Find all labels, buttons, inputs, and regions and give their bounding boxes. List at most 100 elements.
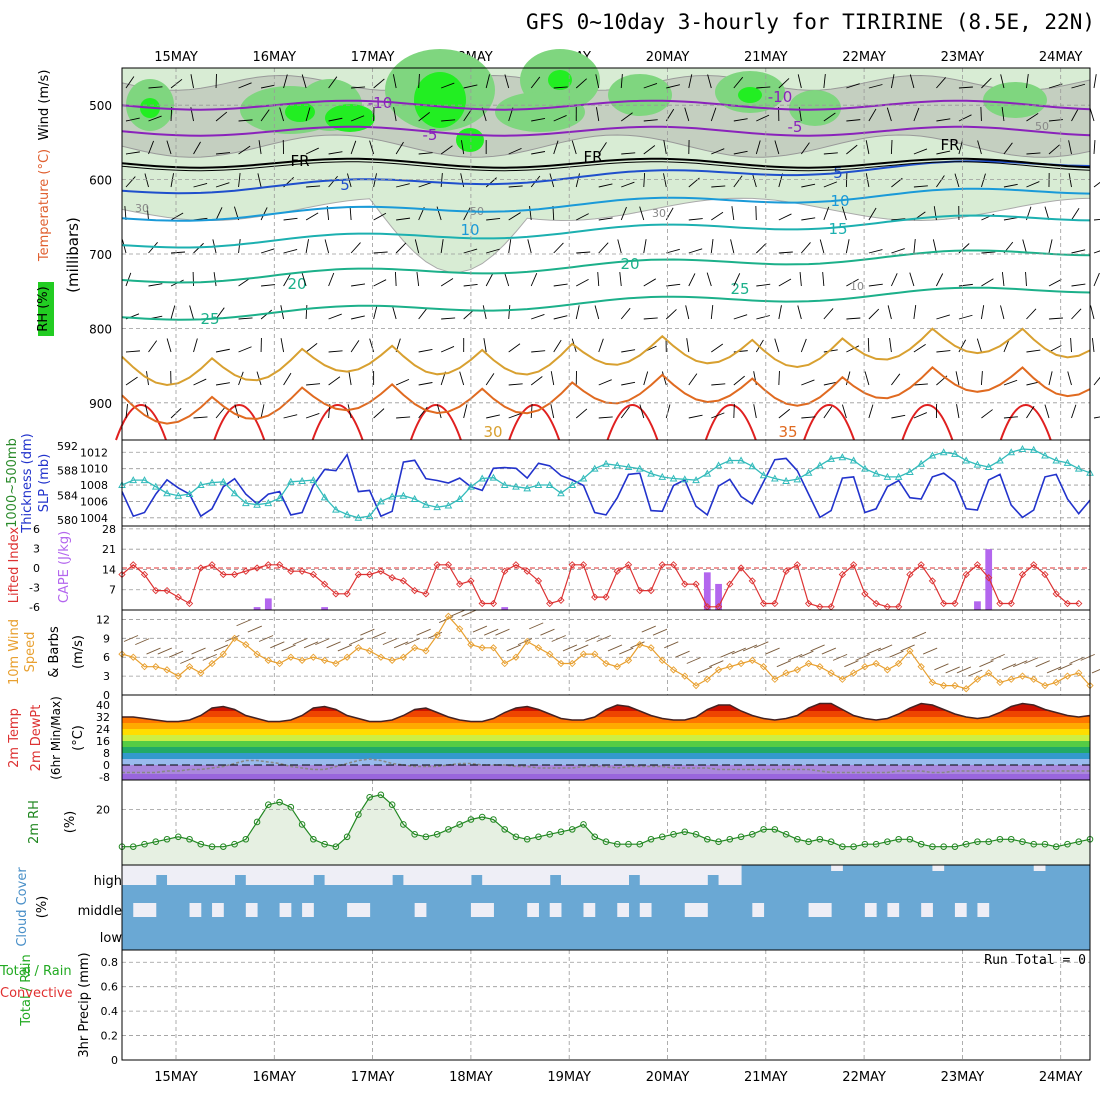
- slp-point: [658, 472, 667, 480]
- wind-barb: [643, 172, 646, 188]
- li-point: [1007, 599, 1015, 608]
- wind-barb: [936, 175, 945, 188]
- li-point: [309, 570, 317, 579]
- li-point: [985, 574, 993, 582]
- wind-barb: [1089, 107, 1095, 122]
- rh2m-area: [122, 794, 1090, 865]
- wind-barb: [663, 140, 667, 155]
- wind-barb: [170, 78, 183, 89]
- slp-point: [309, 476, 318, 484]
- cloud-clear-high: [673, 865, 686, 885]
- wind-barb: [733, 150, 748, 155]
- wind-barb: [396, 183, 410, 188]
- thickness-tick: 592: [57, 440, 78, 453]
- wind-barb: [981, 278, 994, 287]
- cloud-clear-mid: [133, 903, 146, 917]
- wind-barb: [1022, 239, 1027, 254]
- wind-barb: [846, 119, 861, 122]
- cloud-clear-high: [549, 865, 562, 875]
- wind10-barb: [135, 638, 150, 646]
- cloud-clear-high: [178, 865, 191, 885]
- wind-barb: [778, 278, 792, 287]
- rh2m-point: [231, 840, 238, 848]
- precip-tick: 0.2: [101, 1030, 119, 1043]
- li-axis-title: Lifted Index: [7, 526, 22, 603]
- wind10-tick: 12: [96, 613, 110, 626]
- wind-barb: [373, 212, 387, 221]
- wind10-point: [1041, 681, 1049, 690]
- rh-contour-label: 10: [850, 280, 864, 293]
- wind10-barb: [123, 635, 139, 642]
- wind10-point: [185, 663, 194, 671]
- wind-barb: [913, 148, 928, 155]
- slp-tick: 1012: [80, 446, 108, 459]
- wind-barb: [508, 212, 521, 221]
- slp-point: [320, 493, 329, 501]
- li-point: [1063, 599, 1072, 608]
- contour-label: -5: [423, 126, 438, 144]
- wind-barb: [482, 305, 487, 320]
- wind-barb: [260, 84, 275, 89]
- wind-barb: [864, 371, 870, 386]
- date-label-top: 20MAY: [646, 50, 690, 65]
- wind10-barb: [821, 647, 837, 655]
- wind10-barb: [866, 647, 882, 655]
- wind-barb: [306, 185, 321, 188]
- wind10-point: [253, 650, 261, 658]
- cloud-clear-high: [696, 865, 708, 885]
- wind10-barb: [1091, 669, 1100, 674]
- rh2m-point: [625, 840, 632, 848]
- wind-barb: [706, 272, 712, 287]
- li-point: [422, 590, 430, 598]
- wind-barb: [395, 242, 407, 254]
- li-point: [804, 599, 813, 608]
- wind10-point: [917, 663, 925, 671]
- slp-point: [354, 513, 363, 521]
- rh2m-point: [174, 833, 182, 841]
- cloud-clear-high: [831, 865, 843, 871]
- li-point: [928, 577, 937, 585]
- slp-point: [557, 489, 565, 497]
- temp2m-line: [122, 702, 1091, 723]
- wind-barb: [301, 74, 307, 89]
- slp-point: [613, 461, 622, 469]
- cloud-clear-high: [369, 865, 382, 885]
- wind-barb: [801, 416, 816, 419]
- wind-barb: [418, 182, 433, 188]
- wind-barb: [797, 74, 802, 89]
- wind-barb: [711, 211, 724, 221]
- li-point: [287, 567, 295, 575]
- wind-barb: [305, 107, 311, 122]
- wind-barb: [1093, 74, 1097, 89]
- wind-barb: [733, 314, 748, 320]
- li-point: [354, 570, 363, 579]
- wind-barb: [1068, 140, 1072, 155]
- li-point: [219, 570, 227, 579]
- wind-barb: [328, 350, 343, 353]
- cloud-level-label: high: [94, 874, 122, 889]
- wind-barb: [1048, 144, 1060, 155]
- wind-barb: [576, 278, 589, 287]
- wind-barb: [710, 305, 714, 320]
- wind10-barb: [810, 644, 825, 652]
- rh2m-point: [163, 835, 171, 843]
- rh2m-point: [388, 801, 396, 808]
- wind-barb: [711, 343, 724, 353]
- slp-point: [928, 451, 937, 459]
- wind-barb: [215, 207, 223, 221]
- cloud-clear-mid: [245, 903, 258, 917]
- cloud-clear-high: [425, 865, 438, 885]
- wind-barb: [369, 338, 375, 353]
- temperature-contour: [121, 286, 1091, 321]
- cape-bar: [703, 572, 711, 610]
- wind-barb: [890, 273, 898, 287]
- slp-point: [1052, 456, 1061, 464]
- wind-barb: [643, 278, 657, 287]
- wind-barb: [956, 404, 960, 419]
- wind-barb: [1071, 207, 1080, 221]
- wind-barb: [868, 283, 883, 287]
- rh2m-point: [186, 835, 193, 843]
- cloud-clear-high: [1033, 865, 1046, 871]
- slp-point: [647, 469, 655, 477]
- rh2m-point: [478, 813, 486, 821]
